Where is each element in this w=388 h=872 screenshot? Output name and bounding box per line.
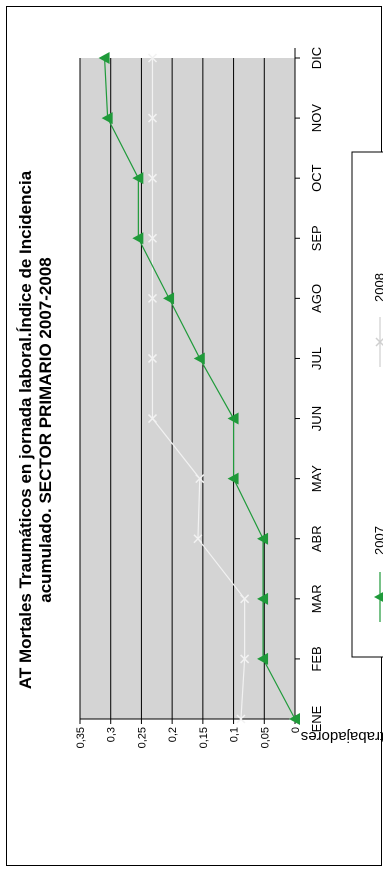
legend-entry-2008: 2008 [372, 273, 383, 367]
data-point-x [240, 594, 250, 604]
y-axis-label: por mil trabajadores [301, 728, 383, 745]
legend-label: 2007 [372, 526, 383, 555]
data-point-x [375, 337, 383, 347]
plot-area [80, 58, 295, 719]
x-tick-label: ABR [309, 525, 324, 552]
y-tick-label: 0 [290, 727, 302, 733]
data-point-triangle [227, 472, 239, 485]
x-tick-label: MAR [309, 584, 324, 613]
series-line-2007 [103, 57, 296, 720]
y-tick-label: 0,3 [106, 727, 118, 742]
y-tick-label: 0,1 [229, 727, 241, 742]
data-point-x [147, 53, 158, 63]
line-chart: AT Mortales Traumáticos en jornada labor… [16, 47, 383, 748]
y-tick-label: 0,2 [167, 727, 179, 742]
x-tick-label: ENE [309, 705, 324, 732]
y-tick-label: 0,15 [198, 727, 210, 748]
series-group [98, 52, 300, 725]
data-point-triangle [289, 713, 300, 725]
y-tick-label: 0,25 [136, 727, 148, 748]
data-point-triangle [132, 172, 144, 185]
x-axis-tick-labels: ENE FEB MAR ABR MAY JUN JUL AGO SEP OCT NOV DIC [295, 47, 324, 732]
data-point-triangle [227, 412, 239, 425]
x-tick-label: SEP [309, 225, 324, 251]
data-point-x [147, 113, 158, 123]
data-point-x [147, 414, 158, 424]
data-point-x [147, 173, 158, 183]
data-point-triangle [163, 292, 175, 305]
axes [80, 48, 296, 720]
legend-label: 2008 [372, 273, 383, 302]
series-2007 [98, 52, 300, 725]
x-tick-label: NOV [309, 104, 324, 133]
data-point-triangle [132, 232, 144, 245]
data-point-triangle [374, 591, 383, 603]
data-point-triangle [98, 52, 110, 64]
legend-entry-2007: 2007 [372, 526, 383, 622]
x-tick-label: OCT [309, 164, 324, 192]
data-point-x [147, 353, 158, 363]
y-axis-tick-labels: 0 0,05 0,1 0,15 0,2 0,25 0,3 0,35 [75, 719, 302, 748]
data-point-triangle [257, 532, 269, 545]
chart-frame: AT Mortales Traumáticos en jornada labor… [6, 6, 383, 866]
x-tick-label: JUL [309, 347, 324, 370]
series-line-2008 [151, 58, 246, 720]
x-tick-label: MAY [309, 465, 324, 493]
data-point-x [147, 233, 158, 243]
x-tick-label: DIC [309, 47, 324, 69]
data-point-x [147, 293, 158, 303]
chart-title-line-2: acumulado. SECTOR PRIMARIO 2007-2008 [36, 257, 55, 602]
y-tick-label: 0,35 [75, 727, 87, 748]
chart-title-line-1: AT Mortales Traumáticos en jornada labor… [16, 170, 35, 689]
data-point-triangle [193, 352, 205, 365]
legend: 2007 2008 [351, 151, 383, 658]
legend-box [351, 151, 383, 658]
data-point-x [236, 714, 246, 724]
data-point-x [193, 534, 203, 544]
x-tick-label: FEB [309, 646, 324, 671]
x-tick-label: AGO [309, 284, 324, 313]
x-tick-label: JUN [309, 406, 324, 431]
data-point-triangle [257, 652, 269, 665]
y-tick-label: 0,05 [259, 727, 271, 748]
data-point-x [240, 654, 250, 664]
data-point-x [195, 474, 205, 484]
data-point-triangle [101, 112, 113, 125]
data-point-triangle [257, 592, 269, 605]
series-2008 [147, 53, 250, 724]
